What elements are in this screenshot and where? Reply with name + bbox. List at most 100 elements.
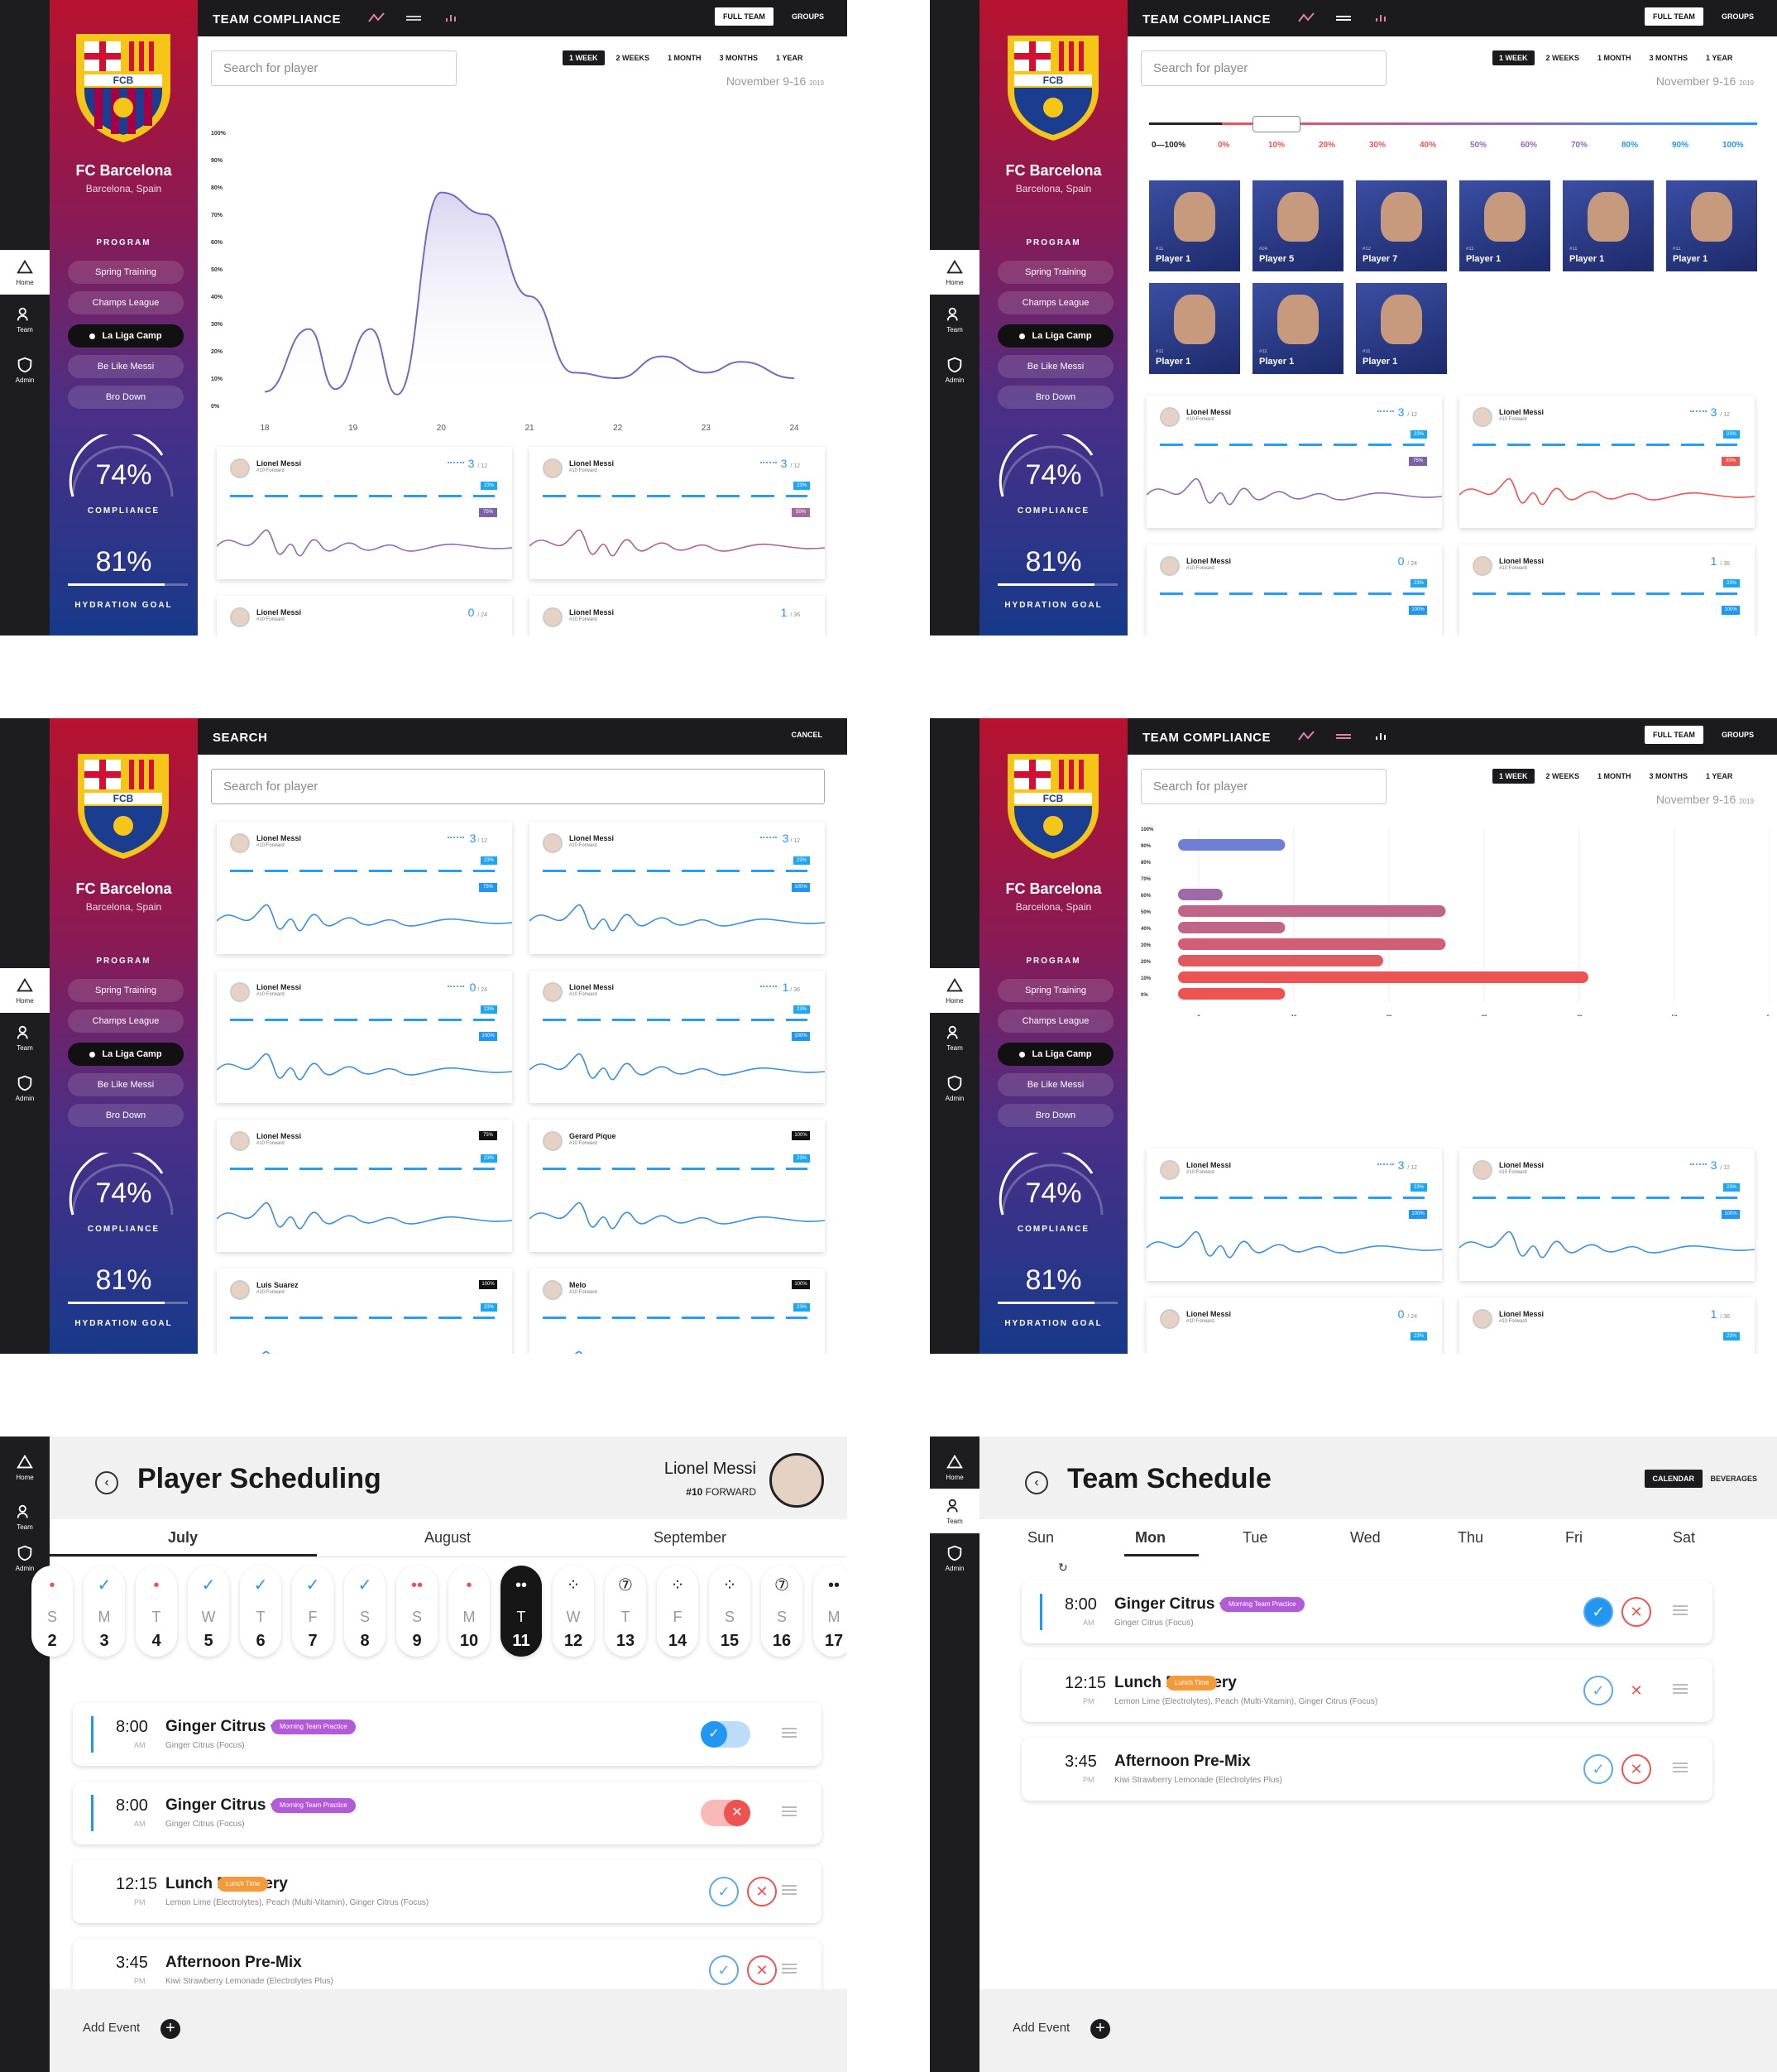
tab-mon[interactable]: Mon bbox=[1135, 1529, 1166, 1546]
program-messi[interactable]: Be Like Messi bbox=[998, 355, 1114, 378]
day-15[interactable]: ⁘ S 15 bbox=[709, 1566, 750, 1657]
day-3[interactable]: ✓ M 3 bbox=[84, 1566, 125, 1657]
player-tile[interactable]: #11 Player 1 bbox=[1149, 283, 1240, 374]
tab-august[interactable]: August bbox=[424, 1529, 472, 1546]
program-laliga[interactable]: La Liga Camp bbox=[998, 1043, 1114, 1066]
drag-handle-icon[interactable] bbox=[1673, 1763, 1688, 1772]
day-5[interactable]: ✓ W 5 bbox=[188, 1566, 229, 1657]
nav-home[interactable]: Home bbox=[0, 968, 50, 1013]
nav-admin[interactable]: Admin bbox=[0, 1536, 50, 1580]
back-button[interactable]: ‹ bbox=[1025, 1471, 1048, 1494]
day-2[interactable]: • S 2 bbox=[31, 1566, 73, 1657]
drag-handle-icon[interactable] bbox=[782, 1885, 797, 1895]
player-tile[interactable]: #11 Player 1 bbox=[1149, 180, 1240, 271]
filter-icon[interactable] bbox=[1334, 10, 1353, 26]
nav-team[interactable]: Team bbox=[930, 1489, 980, 1533]
filter-icon[interactable] bbox=[1334, 728, 1353, 745]
bar-chart-icon[interactable] bbox=[1372, 10, 1390, 26]
line-chart-icon[interactable] bbox=[367, 10, 386, 26]
range-2weeks[interactable]: 2 WEEKS bbox=[615, 54, 650, 62]
event-card[interactable]: 3:45 PM Afternoon Pre-Mix Kiwi Strawberry L… bbox=[1022, 1738, 1712, 1801]
drag-handle-icon[interactable] bbox=[782, 1964, 797, 1974]
player-card[interactable]: Lionel Messi #10 Forward 0 / 24 23% 100% bbox=[217, 971, 512, 1103]
player-card[interactable]: Lionel Messi #10 Forward 3 / 12 23% 75% bbox=[217, 822, 512, 954]
player-tile[interactable]: #11 Player 1 bbox=[1563, 180, 1654, 271]
full-team-button[interactable]: FULL TEAM bbox=[715, 7, 774, 26]
program-messi[interactable]: Be Like Messi bbox=[68, 1073, 184, 1096]
player-card[interactable]: Lionel Messi #10 Forward 3 / 12 23% 100% bbox=[1459, 1149, 1755, 1281]
nav-admin[interactable]: Admin bbox=[0, 348, 50, 392]
program-messi[interactable]: Be Like Messi bbox=[68, 355, 184, 378]
tab-tue[interactable]: Tue bbox=[1243, 1529, 1268, 1546]
nav-home[interactable]: Home bbox=[0, 1445, 50, 1489]
search-input[interactable]: Search for player bbox=[1141, 769, 1387, 804]
nav-home[interactable]: Home bbox=[930, 1445, 980, 1489]
player-card[interactable]: Lionel Messi #10 Forward 3 / 12 23% 75% bbox=[1147, 396, 1442, 528]
beverages-button[interactable]: BEVERAGES bbox=[1710, 1475, 1757, 1483]
search-input[interactable]: Search for player bbox=[211, 769, 825, 804]
confirm-toggle[interactable]: ✓ bbox=[701, 1721, 750, 1748]
drag-handle-icon[interactable] bbox=[782, 1806, 797, 1816]
search-input[interactable]: Search for player bbox=[211, 50, 457, 86]
range-1month[interactable]: 1 MONTH bbox=[668, 54, 702, 62]
day-8[interactable]: ✓ S 8 bbox=[344, 1566, 386, 1657]
nav-admin[interactable]: Admin bbox=[0, 1066, 50, 1110]
player-card[interactable]: Lionel Messi #10 Forward 23% 75% bbox=[217, 1120, 512, 1252]
program-brodown[interactable]: Bro Down bbox=[68, 386, 184, 409]
add-event-label[interactable]: Add Event bbox=[1013, 2021, 1071, 2035]
player-tile[interactable]: #11 Player 1 bbox=[1666, 180, 1757, 271]
day-11[interactable]: •• T 11 bbox=[501, 1566, 542, 1657]
player-tile[interactable]: #12 Player 7 bbox=[1356, 180, 1447, 271]
confirm-button[interactable]: ✓ bbox=[1583, 1597, 1613, 1627]
day-16[interactable]: ⑦ S 16 bbox=[761, 1566, 802, 1657]
back-button[interactable]: ‹ bbox=[95, 1471, 118, 1494]
player-tile[interactable]: #24 Player 5 bbox=[1253, 180, 1344, 271]
program-champs[interactable]: Champs League bbox=[68, 291, 184, 314]
player-tile[interactable]: #11 Player 1 bbox=[1459, 180, 1550, 271]
program-laliga[interactable]: La Liga Camp bbox=[68, 1043, 184, 1066]
day-13[interactable]: ⑦ T 13 bbox=[605, 1566, 646, 1657]
day-4[interactable]: • T 4 bbox=[136, 1566, 177, 1657]
program-champs[interactable]: Champs League bbox=[998, 1010, 1114, 1033]
decline-button[interactable]: ✕ bbox=[1621, 1754, 1651, 1784]
player-card[interactable]: Melo #10 Forward 23% 100% bbox=[529, 1269, 825, 1354]
full-team-button[interactable]: FULL TEAM bbox=[1645, 7, 1703, 26]
confirm-button[interactable]: ✓ bbox=[709, 1955, 739, 1985]
range-3months[interactable]: 3 MONTHS bbox=[719, 54, 759, 62]
program-brodown[interactable]: Bro Down bbox=[998, 386, 1114, 409]
tab-fri[interactable]: Fri bbox=[1565, 1529, 1583, 1546]
filter-icon[interactable] bbox=[405, 10, 423, 26]
tab-september[interactable]: September bbox=[654, 1529, 727, 1546]
range-1year[interactable]: 1 YEAR bbox=[776, 54, 803, 62]
add-event-label[interactable]: Add Event bbox=[83, 2021, 141, 2035]
decline-toggle[interactable]: ✕ bbox=[701, 1800, 750, 1826]
day-14[interactable]: ⁘ F 14 bbox=[657, 1566, 698, 1657]
event-card[interactable]: 8:00 AM Ginger Citrus + Focus Morning Team … bbox=[1022, 1580, 1712, 1643]
player-card[interactable]: Lionel Messi #10 Forward 3 / 12 23% 100% bbox=[1147, 1149, 1442, 1281]
add-event-button[interactable]: + bbox=[160, 2019, 180, 2039]
player-card[interactable]: Lionel Messi #10 Forward 0 / 24 bbox=[217, 596, 512, 636]
confirm-button[interactable]: ✓ bbox=[1583, 1754, 1613, 1784]
player-card[interactable]: Lionel Messi #10 Forward 3 / 12 23% 50% bbox=[529, 447, 825, 579]
nav-team[interactable]: Team bbox=[0, 1494, 50, 1539]
refresh-icon[interactable]: ↻ bbox=[1058, 1561, 1068, 1574]
program-brodown[interactable]: Bro Down bbox=[68, 1104, 184, 1127]
bar-chart-icon[interactable] bbox=[1372, 728, 1390, 745]
confirm-button[interactable]: ✓ bbox=[1583, 1676, 1613, 1705]
player-card[interactable]: Luis Suarez #10 Forward 23% 100% bbox=[217, 1269, 512, 1354]
bar-chart-icon[interactable] bbox=[442, 10, 460, 26]
decline-button[interactable]: ✕ bbox=[1621, 1597, 1651, 1627]
program-champs[interactable]: Champs League bbox=[998, 291, 1114, 314]
decline-button[interactable]: ✕ bbox=[1630, 1682, 1643, 1699]
nav-team[interactable]: Team bbox=[930, 297, 980, 342]
player-card[interactable]: Lionel Messi #10 Forward 0 / 24 23% 100% bbox=[1147, 544, 1442, 636]
confirm-button[interactable]: ✓ bbox=[709, 1877, 739, 1907]
player-card[interactable]: Lionel Messi #10 Forward 1 / 36 bbox=[529, 596, 825, 636]
tab-wed[interactable]: Wed bbox=[1350, 1529, 1381, 1546]
line-chart-icon[interactable] bbox=[1297, 10, 1315, 26]
nav-team[interactable]: Team bbox=[0, 297, 50, 342]
nav-team[interactable]: Team bbox=[0, 1015, 50, 1060]
program-spring[interactable]: Spring Training bbox=[68, 979, 184, 1002]
tab-sat[interactable]: Sat bbox=[1673, 1529, 1696, 1546]
